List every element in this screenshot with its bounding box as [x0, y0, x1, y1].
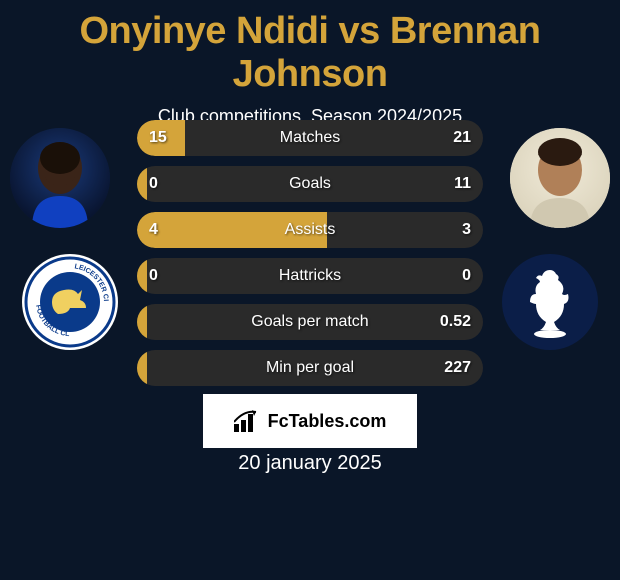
branding-box: FcTables.com	[203, 394, 417, 448]
stat-right-value: 227	[444, 359, 471, 377]
stat-label: Hattricks	[137, 267, 483, 285]
stat-row: Goals per match 0.52	[137, 304, 483, 340]
stat-label: Goals	[137, 175, 483, 193]
club-right-badge	[500, 252, 600, 352]
comparison-card: Onyinye Ndidi vs Brennan Johnson Club co…	[0, 0, 620, 580]
date-label: 20 january 2025	[0, 452, 620, 475]
stat-row: 15 Matches 21	[137, 120, 483, 156]
club-left-badge: LEICESTER CITY FOOTBALL CLUB	[20, 252, 120, 352]
stat-label: Assists	[137, 221, 483, 239]
stat-row: 0 Hattricks 0	[137, 258, 483, 294]
stat-bars: 15 Matches 21 0 Goals 11 4 Assists 3 0 H…	[137, 120, 483, 396]
branding-text: FcTables.com	[268, 411, 387, 432]
stat-right-value: 0	[462, 267, 471, 285]
stat-label: Min per goal	[137, 359, 483, 377]
stat-right-value: 21	[453, 129, 471, 147]
stat-right-value: 0.52	[440, 313, 471, 331]
stat-row: 4 Assists 3	[137, 212, 483, 248]
fctables-icon	[234, 410, 262, 432]
stat-label: Goals per match	[137, 313, 483, 331]
player-left-avatar	[10, 128, 110, 228]
stat-right-value: 3	[462, 221, 471, 239]
stat-label: Matches	[137, 129, 483, 147]
stat-row: 0 Goals 11	[137, 166, 483, 202]
player-right-avatar	[510, 128, 610, 228]
page-title: Onyinye Ndidi vs Brennan Johnson	[0, 0, 620, 96]
stat-row: Min per goal 227	[137, 350, 483, 386]
stat-right-value: 11	[454, 175, 471, 193]
